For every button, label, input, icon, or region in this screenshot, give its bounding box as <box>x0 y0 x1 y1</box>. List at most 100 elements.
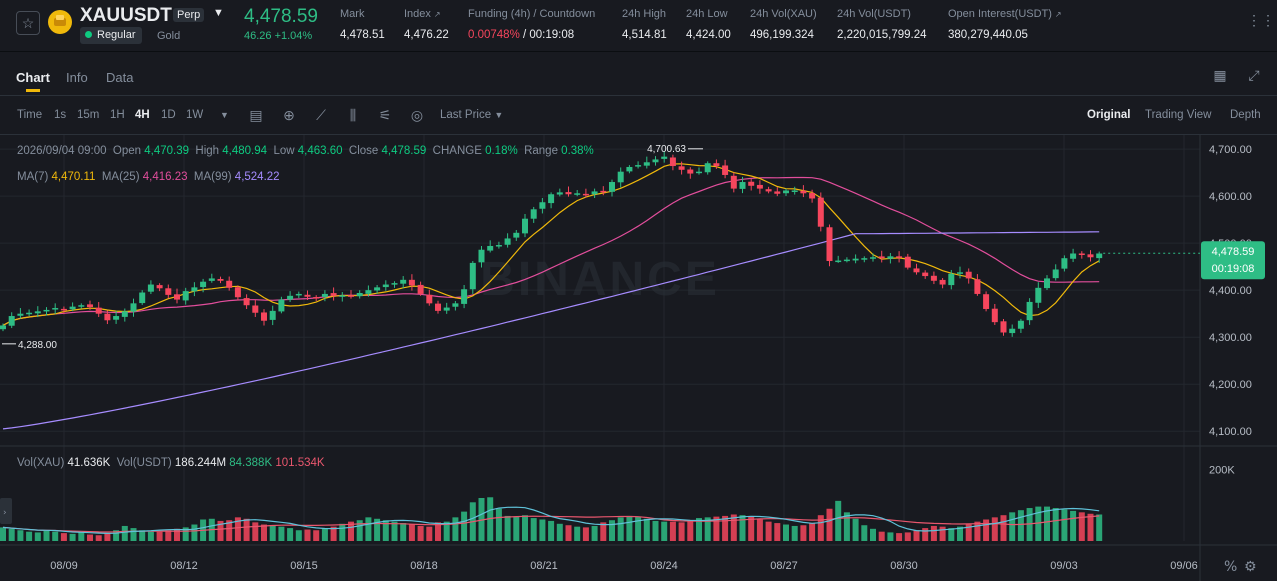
time-tick-label: 08/15 <box>290 560 318 572</box>
legend-change-value: 0.18% <box>485 145 518 157</box>
price-source-select[interactable]: Last Price ▼ <box>440 109 503 121</box>
volume-bar <box>739 515 746 541</box>
calendar-icon[interactable]: ▤ <box>249 107 263 123</box>
chevron-down-icon: ▼ <box>494 110 504 120</box>
price-axis[interactable]: 4,700.004,600.004,500.004,400.004,300.00… <box>1209 144 1252 476</box>
tab-data[interactable]: Data <box>106 70 134 85</box>
contract-badge: Perp <box>173 8 205 22</box>
interval-4h[interactable]: 4H <box>135 109 150 121</box>
time-axis[interactable]: 08/09 08/12 08/15 08/18 08/21 08/24 08/27 08/30… <box>50 560 1198 572</box>
view-trading-view[interactable]: Trading View <box>1145 109 1212 121</box>
volume-bar <box>756 519 763 541</box>
symbol-name[interactable]: XAUUSDT <box>80 5 172 26</box>
favorite-star-icon[interactable]: ☆ <box>16 11 40 35</box>
interval-1h[interactable]: 1H <box>110 109 125 121</box>
legend-ma7-value: 4,470.11 <box>51 171 96 183</box>
candle-body <box>330 293 337 296</box>
interval-1s[interactable]: 1s <box>54 109 67 121</box>
interval-1w[interactable]: 1W <box>186 109 204 121</box>
candle-body <box>1017 320 1024 329</box>
volume-bar <box>974 521 981 541</box>
price-chart[interactable]: BINANCE 4,700.63 4,288.00 4,700.00 4,600.0… <box>0 135 1277 581</box>
last-price: 4,478.59 <box>244 6 318 27</box>
interval-1d[interactable]: 1D <box>161 109 176 121</box>
stat-label-24h-vol-usdt: 24h Vol(USDT) <box>837 8 911 20</box>
volume-bar <box>1052 508 1059 541</box>
layout-grid-icon[interactable]: ▦ <box>1213 67 1227 83</box>
low-marker-label: 4,288.00 <box>18 340 57 351</box>
candle-body <box>287 295 294 300</box>
drawing-tools-icon[interactable]: ◎ <box>410 107 424 123</box>
candle-body <box>652 159 659 163</box>
volume-bar <box>174 528 180 541</box>
candle-body <box>469 262 476 290</box>
volume-bar <box>8 528 15 541</box>
candle-body <box>234 287 241 298</box>
candle-body <box>408 279 415 286</box>
candle-body <box>17 313 24 316</box>
percent-scale-icon[interactable]: % <box>1224 559 1237 575</box>
line-chart-icon[interactable]: ⟋ <box>316 107 326 123</box>
volume-bar <box>17 530 24 541</box>
candle-body <box>52 308 59 310</box>
candle-body <box>34 311 41 314</box>
interval-15m[interactable]: 15m <box>77 109 100 121</box>
tab-info[interactable]: Info <box>66 70 88 85</box>
volume-bar <box>461 511 468 541</box>
stat-label-24h-vol-xau: 24h Vol(XAU) <box>750 8 817 20</box>
more-options-icon[interactable]: ⋮⋮ <box>1247 12 1275 28</box>
candle-body <box>78 305 85 307</box>
volume-bar <box>878 531 885 541</box>
legend-datetime: 2026/09/04 09:00 <box>17 145 107 157</box>
volume-ma1-line <box>2 506 1100 535</box>
candle-body <box>852 258 859 261</box>
volume-bar <box>809 523 816 541</box>
tab-chart[interactable]: Chart <box>16 70 50 85</box>
settings-gear-icon[interactable]: ⚙ <box>1244 559 1257 575</box>
candle-body <box>43 309 50 312</box>
volume-bar <box>826 508 833 541</box>
legend-change-label: CHANGE <box>432 145 482 157</box>
time-button[interactable]: Time <box>17 109 43 121</box>
gold-coin-icon <box>48 10 72 34</box>
volume-bar <box>565 525 572 541</box>
candle-body <box>922 272 929 277</box>
volume-series <box>0 497 1103 541</box>
legend-ma7-label: MA(7) <box>17 171 49 183</box>
candle-body <box>713 163 720 167</box>
view-original[interactable]: Original <box>1087 109 1131 121</box>
volume-ma-lines <box>2 506 1100 535</box>
candle-body <box>0 325 6 330</box>
volume-bar <box>304 529 311 541</box>
price-tick-label: 4,600.00 <box>1209 191 1252 203</box>
candle-body <box>495 245 502 247</box>
stat-label-open-interest[interactable]: Open Interest(USDT) ↗ <box>948 8 1062 20</box>
candle-body <box>365 290 372 294</box>
interval-dropdown-icon[interactable]: ▼ <box>220 110 229 120</box>
stat-label-index-text: Index <box>404 8 431 20</box>
volume-bar <box>374 518 381 541</box>
stat-label-index[interactable]: Index ↗ <box>404 8 441 20</box>
stat-label-funding[interactable]: Funding (4h) / Countdown <box>468 8 595 20</box>
symbol-dropdown-icon[interactable]: ▼ <box>213 7 224 19</box>
volume-bar <box>26 531 33 541</box>
add-indicator-icon[interactable]: ⊕ <box>283 107 295 123</box>
candle-body <box>1009 328 1016 334</box>
volume-bar <box>748 516 755 541</box>
candle-body <box>582 193 589 196</box>
candle-body <box>261 312 267 321</box>
candle-body <box>1087 254 1094 258</box>
stat-value-index: 4,476.22 <box>404 29 449 41</box>
legend-close-value: 4,478.59 <box>381 145 427 157</box>
settings-sliders-icon[interactable]: ⚟ <box>378 107 392 123</box>
candlestick-icon[interactable]: ⫼ <box>349 107 357 123</box>
fullscreen-icon[interactable]: ⤢ <box>1248 67 1260 83</box>
candle-body <box>313 297 320 299</box>
collapse-volume-handle[interactable] <box>0 498 12 524</box>
volume-bar <box>182 527 189 541</box>
volume-bar <box>226 520 233 541</box>
last-price-badge <box>1201 241 1265 280</box>
candle-body <box>226 280 233 288</box>
candle-body <box>121 311 128 317</box>
view-depth[interactable]: Depth <box>1230 109 1261 121</box>
